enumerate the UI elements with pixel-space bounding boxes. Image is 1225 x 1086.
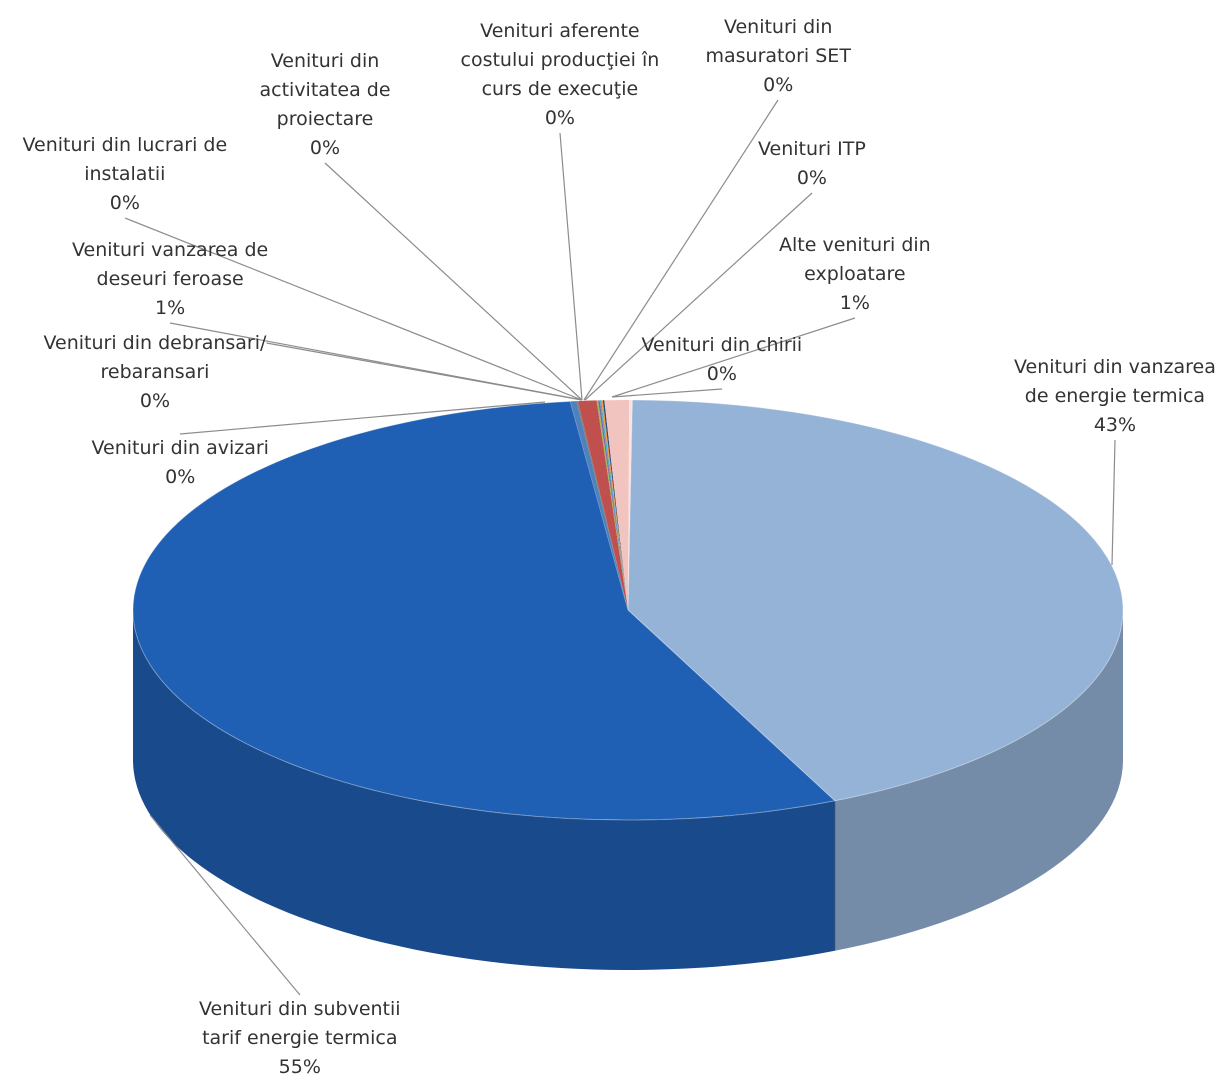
slice-label-text: Alte venituri din [779, 234, 931, 256]
slice-label-text: instalatii [84, 163, 166, 185]
slice-percent: 0% [139, 390, 171, 412]
leader-line-1 [149, 814, 301, 996]
slice-label-2: Venituri din avizari 0% [92, 434, 269, 492]
slice-label-text: Venituri din subventii [199, 998, 401, 1020]
slice-percent: 0% [544, 107, 575, 129]
pie-slice-0 [627, 399, 1124, 802]
slice-label-10: Alte venituri din exploatare 1% [779, 231, 931, 318]
slice-percent: 0% [109, 192, 140, 214]
slice-label-text: curs de execuţie [481, 78, 639, 100]
slice-label-text: Venituri din avizari [91, 437, 269, 459]
slice-label-text: costului producţiei în [460, 49, 660, 71]
pie-side-1 [133, 610, 835, 970]
leader-line-7 [559, 132, 583, 401]
pie-side-0 [834, 610, 1123, 951]
slice-label-1: Venituri din subventii tarif energie term… [199, 995, 401, 1082]
slice-label-5: Venituri din lucrari de instalatii 0% [23, 131, 228, 218]
leader-line-6 [324, 162, 583, 401]
leader-line-4 [169, 322, 583, 401]
slice-label-text: Venituri aferente [480, 20, 640, 42]
slice-label-11: Venituri din chirii 0% [642, 331, 803, 389]
slice-label-text: rebaransari [100, 361, 210, 383]
slice-label-7: Venituri aferente costului producţiei în c… [461, 17, 660, 133]
slice-label-text: exploatare [804, 263, 906, 285]
slice-label-text: Venituri vanzarea de [72, 239, 269, 261]
slice-percent: 43% [1093, 414, 1137, 436]
slice-label-text: proiectare [276, 108, 374, 130]
slice-label-text: Venituri ITP [758, 138, 866, 160]
slice-percent: 1% [155, 297, 186, 319]
slice-label-text: Venituri din chirii [641, 334, 803, 356]
leader-line-5 [124, 217, 583, 401]
pie-slice-11 [628, 400, 633, 610]
pie-slice-4 [577, 400, 628, 610]
slice-label-text: Venituri din [270, 50, 380, 72]
slice-label-text: tarif energie termica [202, 1027, 398, 1049]
pie-slice-6 [598, 400, 628, 610]
leader-lines [124, 99, 1116, 996]
slice-label-0: Venituri din vanzarea de energie termica 4… [1014, 353, 1216, 440]
slice-percent: 55% [278, 1056, 321, 1078]
pie-slice-9 [602, 400, 628, 610]
pie-top [132, 399, 1124, 821]
pie-slice-7 [599, 400, 628, 610]
leader-line-11 [611, 388, 723, 398]
slice-label-3: Venituri din debransari/rebaransari 0% [44, 329, 267, 416]
leader-line-2 [179, 401, 546, 435]
slice-percent: 0% [706, 363, 737, 385]
pie-slice-2 [570, 401, 628, 610]
slice-label-8: Venituri din masuratori SET 0% [706, 13, 851, 100]
leader-line-10 [611, 317, 856, 398]
slice-label-text: Venituri din debransari/ [43, 332, 267, 354]
slice-percent: 0% [309, 137, 341, 159]
pie-slice-8 [601, 400, 628, 610]
slice-label-text: Venituri din lucrari de [22, 134, 228, 156]
slice-label-text: Venituri din [723, 16, 833, 38]
pie-slice-10 [604, 400, 630, 610]
slice-percent: 0% [763, 74, 794, 96]
leader-line-9 [584, 192, 813, 401]
slice-percent: 1% [839, 292, 870, 314]
slice-label-4: Venituri vanzarea de deseuri feroase 1% [72, 236, 268, 323]
slice-label-text: masuratori SET [705, 45, 851, 67]
leader-line-0 [1111, 439, 1116, 566]
slice-label-text: Venituri din vanzarea [1014, 356, 1216, 378]
pie-slice-1 [132, 400, 836, 821]
slice-label-text: deseuri feroase [96, 268, 244, 290]
pie-side-walls [133, 610, 1123, 970]
slice-label-text: activitatea de [259, 79, 391, 101]
leader-line-8 [583, 99, 779, 401]
slice-percent: 0% [165, 466, 196, 488]
slice-percent: 0% [796, 167, 827, 189]
slice-label-6: Venituri din activitatea de proiectare 0% [260, 47, 391, 163]
slice-label-9: Venituri ITP 0% [758, 135, 866, 193]
slice-label-text: de energie termica [1024, 385, 1206, 407]
pie-slice-5 [596, 400, 628, 610]
pie-slice-3 [576, 401, 628, 610]
